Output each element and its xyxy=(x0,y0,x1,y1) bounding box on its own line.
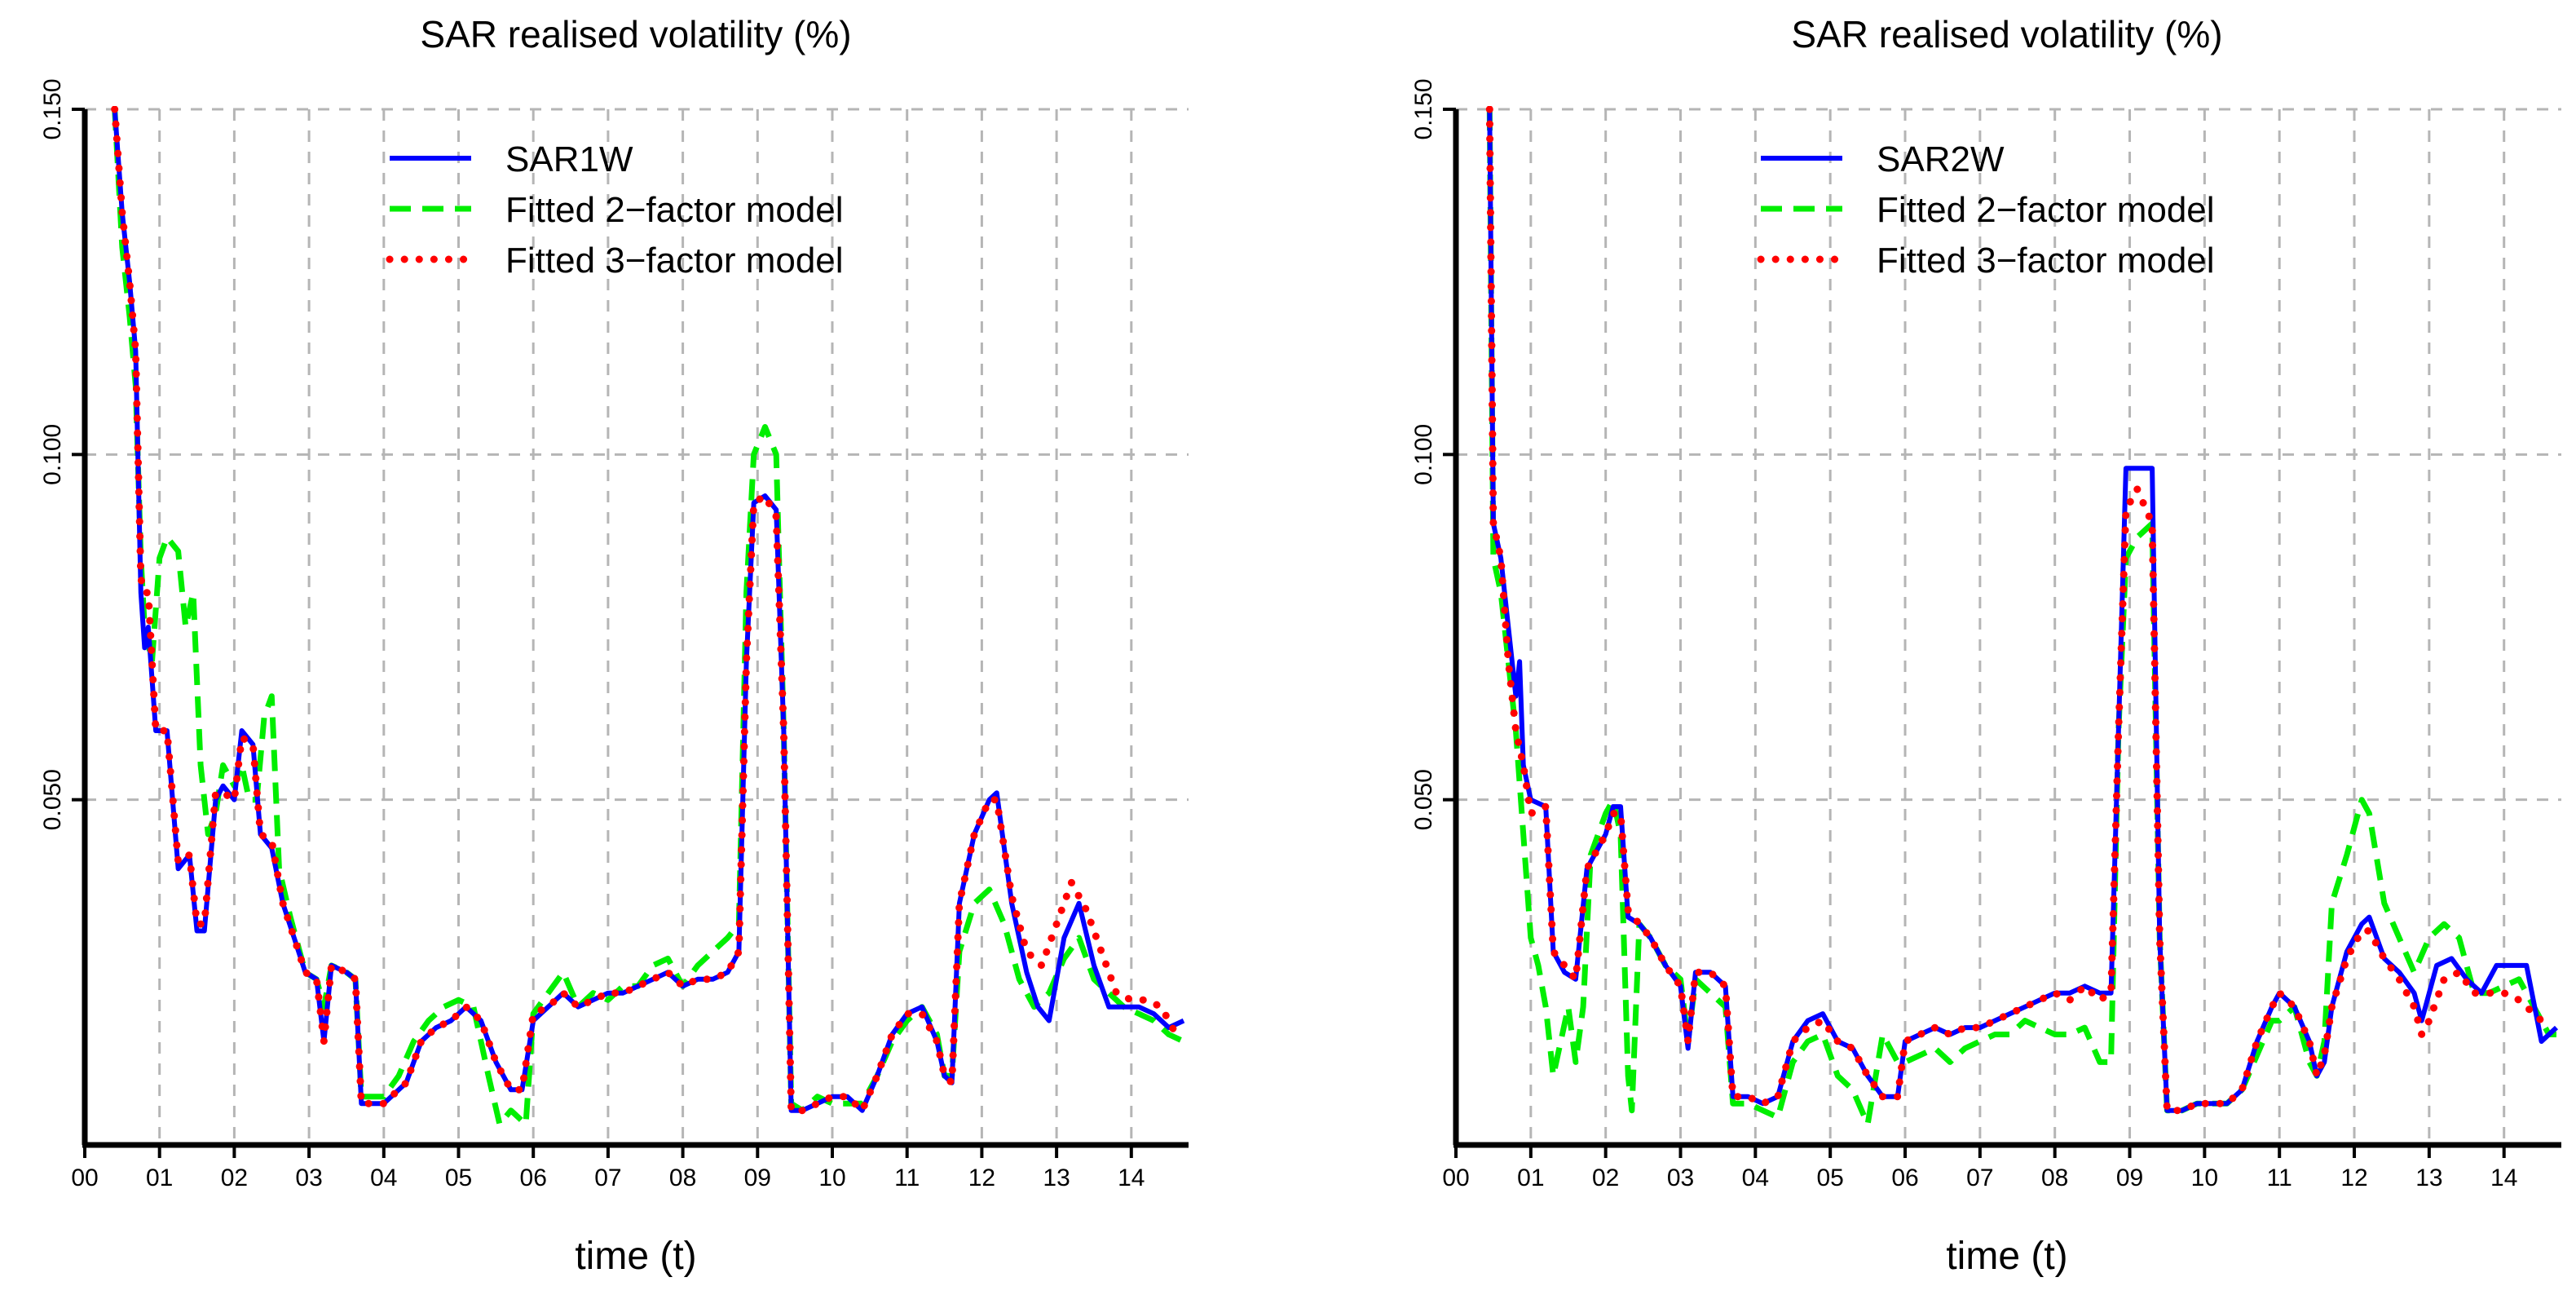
legend-label: Fitted 2−factor model xyxy=(505,190,844,230)
x-tick-label: 09 xyxy=(2116,1165,2143,1191)
chart-title: SAR realised volatility (%) xyxy=(1791,13,2222,55)
x-tick-label: 11 xyxy=(894,1165,920,1191)
x-tick-label: 10 xyxy=(818,1165,845,1191)
x-tick-label: 09 xyxy=(744,1165,771,1191)
x-tick-label: 11 xyxy=(2267,1165,2292,1191)
x-tick-label: 06 xyxy=(1891,1165,1918,1191)
y-tick-label: 0.050 xyxy=(1410,769,1437,830)
y-tick-label: 0.150 xyxy=(39,78,66,139)
x-tick-label: 14 xyxy=(1118,1165,1145,1191)
x-tick-label: 02 xyxy=(221,1165,248,1191)
y-tick-label: 0.100 xyxy=(1410,424,1437,485)
x-tick-label: 12 xyxy=(2340,1165,2367,1191)
series-line-fit3 xyxy=(1485,106,2553,1115)
chart-panel-sar2w: SAR realised volatility (%) time (t) 00 0… xyxy=(1410,13,2561,1278)
x-tick-label: 03 xyxy=(295,1165,322,1191)
legend-label: Fitted 3−factor model xyxy=(1877,241,2215,281)
x-tick-label: 07 xyxy=(594,1165,621,1191)
x-tick-label: 00 xyxy=(1442,1165,1469,1191)
legend-label: SAR1W xyxy=(505,139,633,179)
y-tick-label: 0.150 xyxy=(1410,78,1437,139)
series-line-fit2 xyxy=(1486,108,2556,1128)
y-tick-label: 0.100 xyxy=(39,424,66,485)
x-axis-label: time (t) xyxy=(575,1235,696,1278)
x-tick-label: 04 xyxy=(370,1165,397,1191)
x-tick-label: 02 xyxy=(1592,1165,1619,1191)
y-tick-label: 0.050 xyxy=(39,769,66,830)
x-tick-label: 06 xyxy=(520,1165,547,1191)
x-tick-label: 12 xyxy=(968,1165,995,1191)
x-tick-label: 14 xyxy=(2490,1165,2517,1191)
chart-panel-sar1w: SAR realised volatility (%) time (t) 00 0… xyxy=(39,13,1189,1278)
chart-title: SAR realised volatility (%) xyxy=(420,13,851,55)
x-axis-label: time (t) xyxy=(1946,1235,2067,1278)
x-tick-label: 04 xyxy=(1742,1165,1769,1191)
legend: SAR2W Fitted 2−factor model Fitted 3−facto… xyxy=(1757,139,2215,281)
x-tick-label: 13 xyxy=(1043,1165,1070,1191)
x-tick-label: 00 xyxy=(71,1165,98,1191)
x-tick-label: 08 xyxy=(669,1165,696,1191)
x-tick-label: 01 xyxy=(146,1165,173,1191)
x-tick-label: 05 xyxy=(1816,1165,1843,1191)
x-tick-label: 01 xyxy=(1517,1165,1544,1191)
x-tick-label: 03 xyxy=(1667,1165,1694,1191)
x-tick-label: 10 xyxy=(2191,1165,2218,1191)
x-tick-label: 07 xyxy=(1966,1165,1993,1191)
series-group xyxy=(111,106,1185,1128)
series-group xyxy=(1485,106,2559,1128)
x-tick-label: 08 xyxy=(2041,1165,2068,1191)
series-line-fit3 xyxy=(111,106,1180,1115)
legend-label: SAR2W xyxy=(1877,139,2005,179)
legend-label: Fitted 3−factor model xyxy=(505,241,844,281)
legend-label: Fitted 2−factor model xyxy=(1877,190,2215,230)
legend: SAR1W Fitted 2−factor model Fitted 3−facto… xyxy=(386,139,844,281)
x-tick-label: 13 xyxy=(2415,1165,2442,1191)
x-tick-label: 05 xyxy=(445,1165,472,1191)
